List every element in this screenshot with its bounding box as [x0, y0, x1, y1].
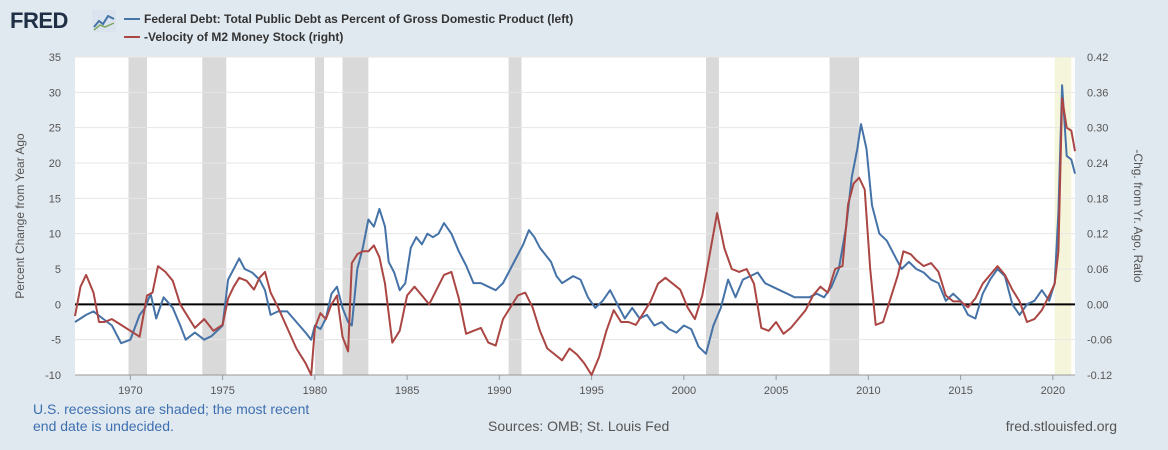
fred-logo[interactable]: FRED: [10, 8, 68, 33]
x-tick-label: 2010: [856, 385, 880, 397]
y-tick-label-right: 0.12: [1087, 229, 1108, 241]
x-tick-label: 2005: [764, 385, 788, 397]
y-tick-label-left: 10: [49, 229, 61, 241]
recession-note-line-1: U.S. recessions are shaded; the most rec…: [33, 401, 310, 417]
legend-item-velocity[interactable]: -Velocity of M2 Money Stock (right): [124, 28, 573, 46]
series-line-m2-velocity: [74, 97, 1076, 376]
recession-band: [202, 57, 227, 375]
legend-item-debt[interactable]: Federal Debt: Total Public Debt as Perce…: [124, 10, 573, 28]
y-tick-label-right: -0.12: [1087, 370, 1112, 382]
y-tick-label-right: -0.06: [1087, 335, 1112, 347]
recession-band: [128, 57, 147, 375]
y-tick-label-right: 0.00: [1087, 299, 1108, 311]
y-tick-label-right: 0.06: [1087, 264, 1108, 276]
y-axis-left-title: Percent Change from Year Ago: [13, 133, 27, 299]
recession-band: [705, 57, 719, 375]
y-tick-label-right: 0.30: [1087, 123, 1108, 135]
recession-band: [314, 57, 325, 375]
recession-band: [342, 57, 369, 375]
plot-area: [75, 57, 1075, 375]
fred-chart-logo-icon: [92, 10, 116, 32]
y-tick-label-left: 5: [55, 264, 61, 276]
x-tick-label: 1995: [579, 385, 603, 397]
series-line-federal-debt: [74, 84, 1076, 355]
y-tick-label-left: 15: [49, 193, 61, 205]
x-tick-label: 1985: [395, 385, 419, 397]
legend-label-debt: Federal Debt: Total Public Debt as Perce…: [144, 12, 574, 26]
x-tick-label: 2000: [672, 385, 696, 397]
recession-note: U.S. recessions are shaded; the most rec…: [33, 401, 333, 435]
x-tick-label: 1990: [487, 385, 511, 397]
y-tick-label-left: 20: [49, 158, 61, 170]
sources-note: Sources: OMB; St. Louis Fed: [488, 418, 670, 434]
y-axis-right-title: -Chg. from Yr. Ago, Ratio: [1131, 149, 1145, 283]
recession-note-line-2: end date is undecided.: [33, 418, 174, 434]
y-tick-label-left: 0: [55, 299, 61, 311]
y-tick-label-left: -10: [45, 370, 61, 382]
y-tick-label-left: -5: [51, 335, 61, 347]
chart-legend: Federal Debt: Total Public Debt as Perce…: [124, 10, 573, 46]
legend-label-velocity: -Velocity of M2 Money Stock (right): [144, 30, 344, 44]
y-tick-label-right: 0.18: [1087, 193, 1108, 205]
legend-swatch-velocity: [124, 36, 140, 38]
y-tick-label-left: 25: [49, 123, 61, 135]
y-tick-label-left: 35: [49, 52, 61, 64]
site-link[interactable]: fred.stlouisfed.org: [1005, 418, 1117, 434]
recession-band: [508, 57, 522, 375]
legend-swatch-debt: [124, 18, 140, 20]
y-tick-label-right: 0.42: [1087, 52, 1108, 64]
y-tick-label-right: 0.36: [1087, 87, 1108, 99]
recession-band: [829, 57, 860, 375]
recession-band: [1054, 57, 1072, 375]
line-chart[interactable]: -10 -5 0 5 10 15 20 25 30 35 -0.12 -0.06 0.00 0.06 0.1…: [0, 0, 1168, 400]
y-tick-label-right: 0.24: [1087, 158, 1108, 170]
y-tick-label-left: 30: [49, 87, 61, 99]
x-tick-label: 2020: [1041, 385, 1065, 397]
x-tick-label: 1970: [118, 385, 142, 397]
x-tick-label: 2015: [948, 385, 972, 397]
x-tick-label: 1975: [210, 385, 234, 397]
x-tick-label: 1980: [303, 385, 327, 397]
